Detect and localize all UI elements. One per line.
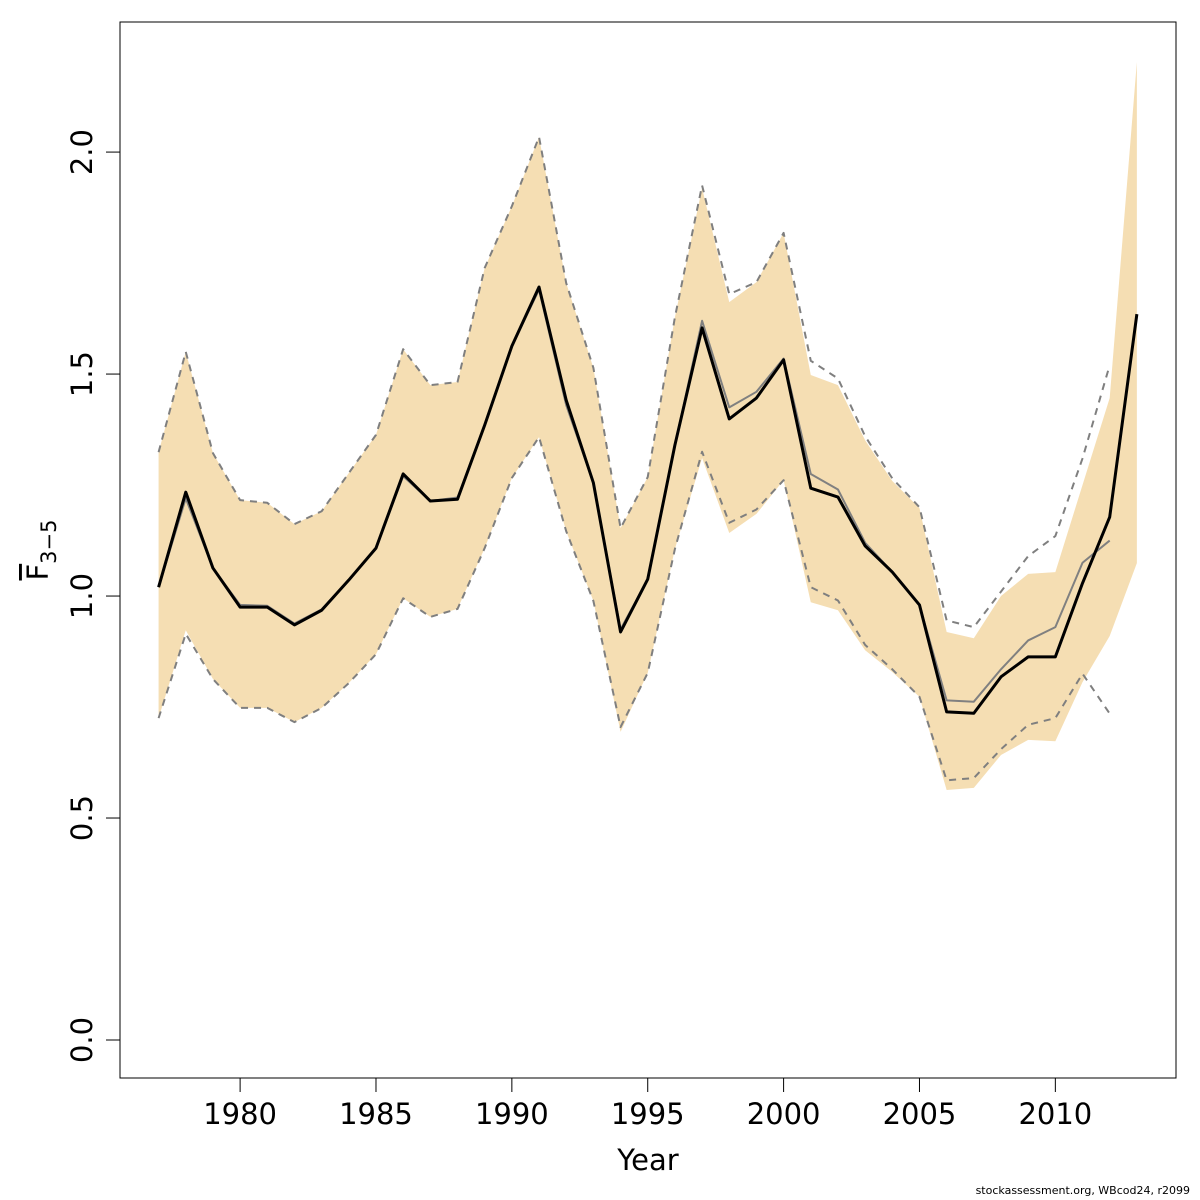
x-tick-label: 1995 <box>611 1097 685 1131</box>
x-tick-label: 1980 <box>203 1097 277 1131</box>
y-tick-label: 1.0 <box>65 573 99 619</box>
line <box>157 285 1139 715</box>
x-axis-label: Year <box>616 1143 678 1177</box>
y-axis-label: F3−5 <box>21 519 61 580</box>
confidence-band <box>158 61 1137 791</box>
x-tick-label: 2005 <box>883 1097 957 1131</box>
x-tick-label: 2010 <box>1018 1097 1092 1131</box>
y-tick-label: 1.5 <box>65 351 99 397</box>
y-axis-label-main: F <box>21 564 55 581</box>
x-tick-label: 1990 <box>475 1097 549 1131</box>
y-tick-label: 0.0 <box>65 1017 99 1063</box>
x-tick-label: 2000 <box>747 1097 821 1131</box>
y-tick-label: 0.5 <box>65 795 99 841</box>
y-tick-label: 2.0 <box>65 129 99 175</box>
plot-area <box>157 61 1139 791</box>
y-axis-label-subscript: 3−5 <box>37 519 61 563</box>
footnote: stockassessment.org, WBcod24, r2099 <box>976 1184 1190 1197</box>
x-tick-label: 1985 <box>339 1097 413 1131</box>
dashed-line <box>157 436 1111 782</box>
